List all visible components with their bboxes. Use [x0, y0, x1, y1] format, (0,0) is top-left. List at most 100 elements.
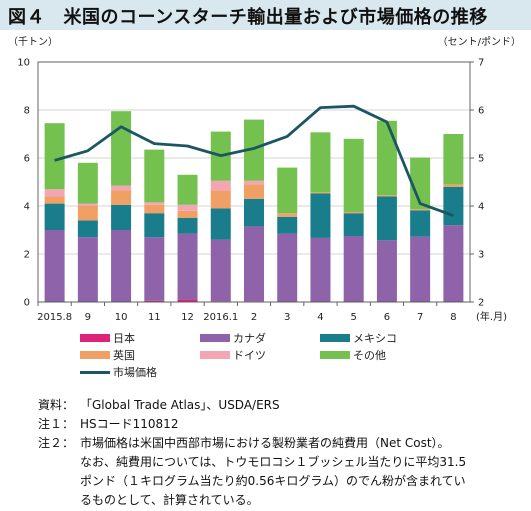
bar-segment — [210, 208, 231, 240]
chart-area: 0 2 4 6 8 10 2 3 4 5 6 7 2015.8 9 10 11 12 2016.1 2 3 4 5 6 7 8 (… — [17, 58, 507, 324]
note-text: 「Global Trade Atlas」、USDA/ERS — [80, 398, 280, 412]
bar-segment — [177, 233, 198, 300]
legend-item: メキシコ — [320, 330, 397, 346]
bar-segment — [77, 206, 98, 221]
x-tick-label: 11 — [148, 312, 161, 323]
y2-tick-label: 7 — [478, 58, 484, 69]
bar-segment — [44, 230, 65, 302]
bar-segment — [443, 225, 464, 302]
x-tick-label: 4 — [317, 312, 323, 323]
note-continuation: るものとして、計算されている。 — [80, 493, 259, 507]
x-tick-label: 8 — [450, 312, 456, 323]
bar-segment — [210, 180, 231, 191]
bar-segment — [410, 157, 431, 210]
bar-segment — [44, 203, 65, 230]
x-tick-label: 12 — [181, 312, 194, 323]
axes: 0 2 4 6 8 10 2 3 4 5 6 7 2015.8 9 10 11 12 2016.1 2 3 4 5 6 7 8 (… — [17, 58, 507, 324]
bar-segment — [376, 196, 397, 241]
bar-segment — [177, 218, 198, 234]
bar-segment — [244, 184, 264, 199]
legend-label: 市場価格 — [113, 366, 157, 379]
note-key: 注１： — [38, 417, 75, 431]
x-tick-label: 6 — [384, 312, 390, 323]
y-tick-label: 10 — [17, 58, 30, 69]
legend-label: メキシコ — [353, 332, 397, 345]
bar-segment — [210, 190, 231, 209]
x-tick-label: 2 — [251, 312, 257, 323]
legend-item: 日本 — [80, 330, 135, 346]
plot-frame — [37, 61, 471, 303]
title-bar — [0, 0, 531, 30]
bar-segment — [77, 237, 98, 302]
bar-segment — [77, 203, 98, 206]
bar-segment — [376, 120, 397, 196]
legend-item: ドイツ — [200, 347, 266, 363]
bar-segment — [111, 190, 132, 205]
chart-title: 図４ 米国のコーンスターチ輸出量および市場価格の推移 — [8, 7, 488, 28]
bar-segment — [310, 192, 331, 194]
bar-segment — [244, 180, 264, 185]
bar-segment — [144, 300, 165, 302]
x-tick-label: 3 — [284, 312, 290, 323]
bar-segment — [44, 189, 65, 197]
y2-tick-label: 5 — [478, 154, 484, 165]
x-tick-label: 2015.8 — [37, 312, 72, 323]
bar-segment — [44, 196, 65, 204]
note-continuation: なお、純費用については、トウモロコシ１ブッシェル当たりに平均31.5 — [80, 455, 467, 469]
y-tick-label: 2 — [24, 250, 30, 261]
bar-segment — [177, 210, 198, 218]
legend-item: 市場価格 — [80, 364, 157, 380]
bar-segment — [343, 213, 364, 236]
bar-segment — [144, 213, 165, 238]
right-axis-unit: （セント/ポンド） — [437, 37, 521, 48]
left-axis-unit: （千トン） — [8, 37, 58, 48]
y2-tick-label: 3 — [478, 250, 484, 261]
legend-swatch — [80, 334, 110, 342]
bar-segment — [443, 184, 464, 187]
note-row: 注２： 市場価格は米国中西部市場における製粉業者の純費用（Net Cost）。 — [38, 434, 466, 453]
legend-swatch — [320, 334, 350, 342]
bar-segment — [111, 185, 132, 191]
bar-segment — [277, 167, 298, 214]
y-tick-label: 6 — [24, 154, 30, 165]
legend-label: カナダ — [233, 332, 266, 345]
bar-segment — [244, 198, 264, 227]
bar-segment — [111, 230, 132, 302]
bar-segment — [310, 132, 331, 193]
bar-segment — [343, 138, 364, 212]
note-continuation: ポンド（１キログラム当たり約0.56キログラム）のでん粉が含まれてい — [80, 474, 466, 488]
bar-segment — [77, 162, 98, 204]
bar-segment — [77, 220, 98, 238]
bar-segment — [410, 210, 431, 237]
bar-segment — [244, 119, 264, 181]
bar-segment — [177, 174, 198, 205]
legend-swatch — [80, 370, 110, 374]
bar-segment — [244, 226, 264, 302]
bar-segment — [310, 193, 331, 238]
legend-label: その他 — [353, 349, 386, 362]
legend-swatch — [200, 351, 230, 359]
x-tick-label: 9 — [85, 312, 91, 323]
note-row: 資料： 「Global Trade Atlas」、USDA/ERS — [38, 396, 466, 415]
legend-swatch — [320, 351, 350, 359]
bars — [44, 111, 464, 302]
x-tick-label: 2016.1 — [203, 312, 238, 323]
bar-segment — [443, 134, 464, 185]
note-row: 注１： HSコード110812 — [38, 415, 466, 434]
bar-segment — [210, 239, 231, 302]
legend-label: 日本 — [113, 332, 135, 345]
y-tick-label: 8 — [24, 106, 30, 117]
bar-segment — [144, 202, 165, 205]
bar-segment — [310, 237, 331, 302]
y-tick-label: 4 — [24, 202, 30, 213]
legend-item: カナダ — [200, 330, 266, 346]
notes: 資料： 「Global Trade Atlas」、USDA/ERS 注１： HSコード… — [38, 396, 466, 510]
bar-segment — [443, 186, 464, 226]
legend-swatch — [200, 334, 230, 342]
price-line-layer — [54, 104, 454, 217]
y2-tick-label: 6 — [478, 106, 484, 117]
note-key: 資料： — [38, 398, 75, 412]
bar-segment — [177, 299, 198, 302]
bar-segment — [144, 149, 165, 203]
bar-segment — [177, 204, 198, 211]
